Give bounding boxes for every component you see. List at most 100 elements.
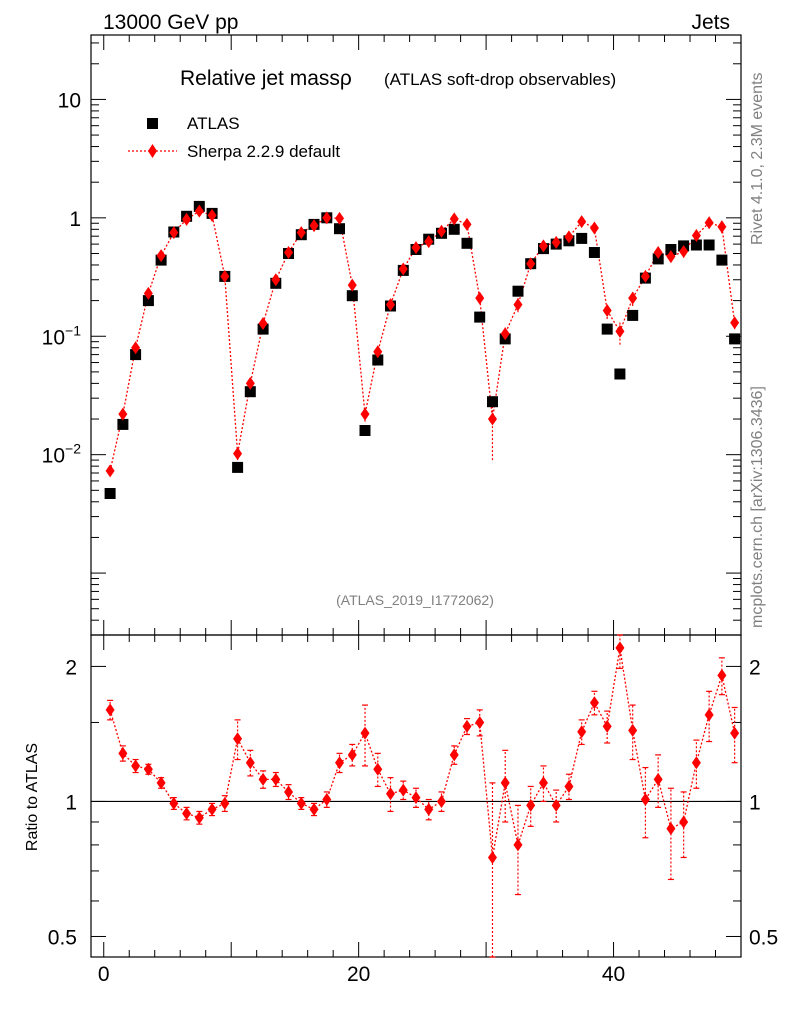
- axis-ticks: [91, 35, 742, 957]
- mc-data-point: [360, 407, 370, 421]
- mc-data-point: [143, 286, 153, 300]
- y-tick-label: 10: [58, 89, 81, 112]
- ratio-data-point: [118, 746, 128, 760]
- ratio-data-point: [551, 798, 561, 812]
- atlas-data-point: [474, 311, 486, 323]
- legend-label-sherpa: Sherpa 2.2.9 default: [187, 142, 340, 161]
- ratio-data-point: [589, 696, 599, 710]
- ratio-data-point: [475, 715, 485, 729]
- legend-label-atlas: ATLAS: [187, 114, 240, 133]
- ratio-data-point: [156, 776, 166, 790]
- atlas-data-point: [334, 223, 345, 235]
- legend: ATLAS Sherpa 2.2.9 default: [128, 114, 340, 161]
- ratio-data-point: [335, 756, 345, 770]
- ratio-data-point: [322, 793, 332, 807]
- ratio-data-point: [105, 703, 115, 717]
- atlas-data-point: [487, 396, 498, 408]
- atlas-data-point: [690, 239, 702, 251]
- ratio-data-point: [436, 794, 446, 808]
- header-process-label: Jets: [691, 11, 730, 34]
- ratio-data-point: [679, 815, 689, 829]
- ratio-data-point: [704, 708, 714, 722]
- atlas-data-point: [576, 232, 588, 244]
- atlas-data-point: [117, 418, 129, 430]
- y-tick-label: 10−2: [42, 441, 82, 468]
- mc-data-point: [551, 235, 561, 249]
- ratio-plot-frame: [90, 634, 742, 958]
- ratio-data-point: [143, 762, 153, 776]
- atlas-data-point: [346, 290, 358, 302]
- mc-data-point: [513, 298, 523, 312]
- axis-tick-labels: 10 1 10−1 10−2 0 20 40 2 2 1 1 0.5 0.5: [42, 89, 779, 986]
- ratio-data-point: [717, 668, 727, 682]
- y-tick-label: 10−1: [42, 322, 82, 349]
- mc-data-point: [347, 278, 357, 292]
- mc-data-point: [296, 226, 306, 240]
- ratio-y-tick-label-right: 1: [749, 791, 761, 814]
- ratio-data-point: [131, 759, 141, 773]
- header-energy-label: 13000 GeV pp: [103, 11, 238, 34]
- ratio-data-point: [386, 787, 396, 801]
- atlas-data-point: [448, 223, 460, 235]
- mc-data-point: [169, 226, 179, 240]
- mc-data-point: [386, 298, 396, 312]
- mc-data-point: [602, 304, 612, 318]
- ratio-data-point: [577, 725, 587, 739]
- ratio-data-point: [615, 641, 625, 655]
- ratio-axis-label: Ratio to ATLAS: [24, 743, 41, 851]
- mc-data-point: [233, 447, 243, 461]
- mc-data-point: [156, 249, 166, 263]
- ratio-data-point: [347, 748, 357, 762]
- ratio-data-point: [233, 732, 243, 746]
- mc-data-point: [640, 269, 650, 283]
- mc-data-point: [335, 211, 345, 225]
- mc-data-point: [679, 244, 689, 258]
- mc-data-point: [475, 291, 485, 305]
- ratio-data-point: [691, 756, 701, 770]
- mc-data-point: [691, 228, 701, 242]
- mc-data-point: [564, 230, 574, 244]
- ratio-data-point: [296, 796, 306, 810]
- atlas-data-point: [359, 425, 371, 436]
- analysis-id-label: (ATLAS_2019_I1772062): [336, 592, 494, 608]
- ratio-data-point: [526, 798, 536, 812]
- atlas-data-point: [627, 309, 639, 321]
- mc-data-point: [449, 212, 459, 226]
- x-tick-label: 40: [602, 963, 625, 986]
- mc-data-point: [207, 208, 217, 222]
- ratio-data-point: [411, 791, 421, 805]
- ratio-data-point: [666, 822, 676, 836]
- ratio-data-point: [194, 811, 204, 825]
- ratio-data-point: [373, 762, 383, 776]
- ratio-data-point: [398, 783, 408, 797]
- mc-data-point: [577, 215, 587, 229]
- atlas-data-point: [244, 386, 256, 398]
- ratio-data-point: [640, 793, 650, 807]
- ratio-data-point: [653, 772, 663, 786]
- rivet-info-label: Rivet 4.1.0, 2.3M events: [749, 72, 766, 245]
- x-tick-label: 0: [98, 963, 110, 986]
- chart-marks: [91, 200, 741, 958]
- atlas-data-point: [104, 488, 116, 499]
- atlas-data-point: [142, 295, 154, 307]
- ratio-data-point: [271, 772, 281, 786]
- ratio-data-point: [564, 779, 574, 793]
- atlas-data-point: [716, 254, 728, 266]
- ratio-data-point: [628, 723, 638, 737]
- mc-data-point: [704, 216, 714, 230]
- mc-data-point: [309, 219, 319, 233]
- mc-data-point: [373, 345, 383, 359]
- ratio-data-point: [487, 850, 497, 864]
- mcplots-info-label: mcplots.cern.ch [arXiv:1306.3436]: [749, 386, 766, 628]
- atlas-data-point: [665, 244, 677, 255]
- y-tick-label: 1: [69, 208, 81, 231]
- mc-data-point: [411, 241, 421, 255]
- mc-data-point: [589, 221, 599, 235]
- mc-data-point: [436, 224, 446, 238]
- mc-data-point: [717, 220, 727, 234]
- mc-data-point: [194, 204, 204, 218]
- mc-data-point: [730, 316, 740, 330]
- ratio-data-point: [169, 796, 179, 810]
- atlas-data-point: [512, 285, 524, 297]
- mc-data-point: [398, 262, 408, 276]
